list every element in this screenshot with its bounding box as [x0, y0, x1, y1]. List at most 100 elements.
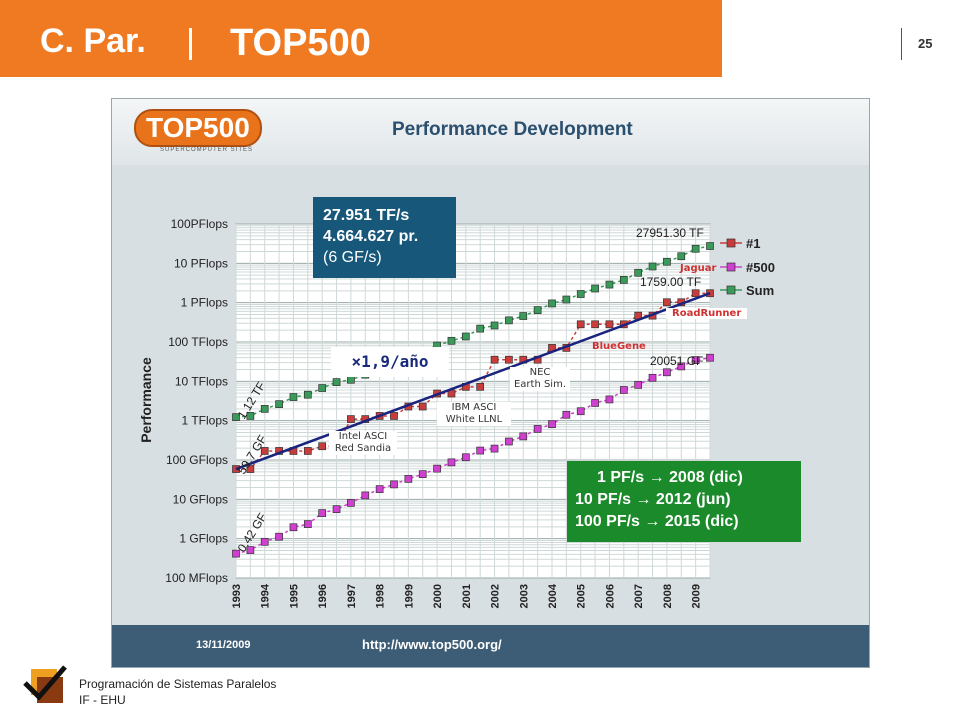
data-point — [476, 446, 485, 455]
data-point — [691, 244, 700, 253]
data-point — [562, 295, 571, 304]
machine-tag-line: Red Sandia — [334, 443, 392, 454]
x-tick-label: 2005 — [576, 584, 588, 608]
data-point — [576, 320, 585, 329]
trend-line — [235, 292, 711, 471]
legend-label: Sum — [746, 283, 774, 298]
data-point — [347, 415, 355, 423]
x-tick-label: 2006 — [604, 584, 616, 608]
data-point — [461, 332, 470, 341]
header-bar — [0, 0, 722, 77]
y-tick-label: 10 GFlops — [173, 492, 228, 506]
data-point — [418, 470, 427, 479]
legend-marker — [726, 262, 736, 272]
data-point — [591, 399, 599, 407]
data-point — [375, 485, 384, 493]
x-tick-label: 1997 — [346, 584, 358, 608]
data-point — [275, 532, 283, 541]
y-tick-label: 100 GFlops — [166, 453, 228, 467]
data-point — [663, 368, 671, 377]
footer-line-1: Programación de Sistemas Paralelos — [79, 677, 277, 691]
end-annotation: 20051 GF — [650, 354, 703, 368]
machine-tag-nec: NEC Earth Sim. — [510, 367, 570, 391]
data-point — [332, 378, 341, 386]
data-point — [663, 298, 671, 307]
checkmark-logo-icon — [23, 665, 67, 703]
data-point — [505, 316, 513, 325]
x-tick-label: 2000 — [432, 584, 444, 608]
data-point — [634, 268, 643, 277]
end-annotation: 1759.00 TF — [640, 275, 701, 289]
data-point — [691, 356, 700, 364]
data-point — [619, 276, 628, 284]
series-line — [235, 356, 711, 555]
data-point — [591, 320, 599, 329]
data-point — [433, 464, 441, 473]
machine-tag-line: IBM ASCI — [451, 402, 497, 413]
data-point — [318, 384, 327, 392]
machine-tag-line: Earth Sim. — [513, 379, 567, 390]
machine-tag-intel: Intel ASCI Red Sandia — [329, 431, 397, 455]
panel-footer — [112, 625, 869, 667]
data-point — [476, 324, 485, 333]
legend-label: #500 — [746, 260, 775, 275]
data-point — [318, 442, 327, 451]
data-point — [576, 290, 585, 298]
data-point — [505, 437, 513, 446]
data-point — [619, 386, 628, 394]
data-point — [361, 491, 370, 500]
sum-callout-line: 4.664.627 pr. — [323, 228, 419, 245]
y-axis-label: Performance — [138, 357, 154, 443]
data-point — [533, 306, 542, 314]
data-point — [318, 509, 327, 517]
machine-tag-roadrunner: RoadRunner — [666, 308, 748, 319]
y-tick-label: 100PFlops — [171, 217, 228, 231]
data-point — [275, 400, 283, 408]
page-number-separator — [901, 28, 902, 60]
data-point — [476, 382, 485, 391]
forecast-callout: 1 PF/s → 2008 (dic) 10 PF/s → 2012 (jun)… — [567, 461, 801, 542]
data-point — [519, 432, 528, 441]
data-point — [390, 480, 398, 489]
data-point — [706, 242, 714, 250]
data-point — [706, 353, 714, 362]
y-tick-label: 1 TFlops — [182, 414, 228, 428]
machine-tag-jaguar: Jaguar — [680, 263, 717, 274]
data-point — [677, 252, 686, 261]
data-point — [303, 447, 312, 455]
data-point — [648, 373, 657, 382]
series-line — [235, 245, 711, 418]
end-annotation: 27951.30 TF — [636, 226, 704, 240]
page-number: 25 — [918, 36, 933, 51]
x-tick-label: 2008 — [662, 584, 674, 608]
data-point — [303, 520, 312, 528]
x-tick-label: 1993 — [231, 584, 243, 608]
x-tick-label: 2009 — [691, 584, 703, 608]
data-point — [691, 289, 700, 298]
x-tick-label: 2001 — [461, 584, 473, 608]
data-point — [260, 537, 269, 546]
panel-url[interactable]: http://www.top500.org/ — [362, 637, 502, 652]
title-separator — [189, 28, 192, 60]
data-point — [246, 412, 255, 420]
legend-marker — [726, 285, 736, 295]
data-point — [562, 410, 571, 419]
data-point — [246, 546, 255, 554]
data-point — [289, 523, 298, 532]
x-tick-label: 1998 — [375, 584, 387, 608]
forecast-line: 1 PF/s → 2008 (dic) — [597, 469, 743, 486]
data-point — [548, 299, 556, 308]
data-point — [490, 355, 499, 364]
data-point — [663, 257, 671, 266]
forecast-line: 10 PF/s → 2012 (jun) — [575, 491, 731, 508]
machine-tag-ibm: IBM ASCI White LLNL — [437, 402, 511, 426]
series-line — [236, 292, 710, 470]
y-tick-label: 100 MFlops — [165, 571, 228, 585]
machine-tag-line: Intel ASCI — [338, 431, 388, 442]
data-point — [519, 312, 528, 320]
course-title: C. Par. — [40, 22, 146, 60]
data-point — [490, 321, 499, 330]
data-point — [447, 458, 456, 467]
legend-label: #1 — [746, 236, 760, 251]
y-tick-label: 1 GFlops — [179, 532, 228, 546]
